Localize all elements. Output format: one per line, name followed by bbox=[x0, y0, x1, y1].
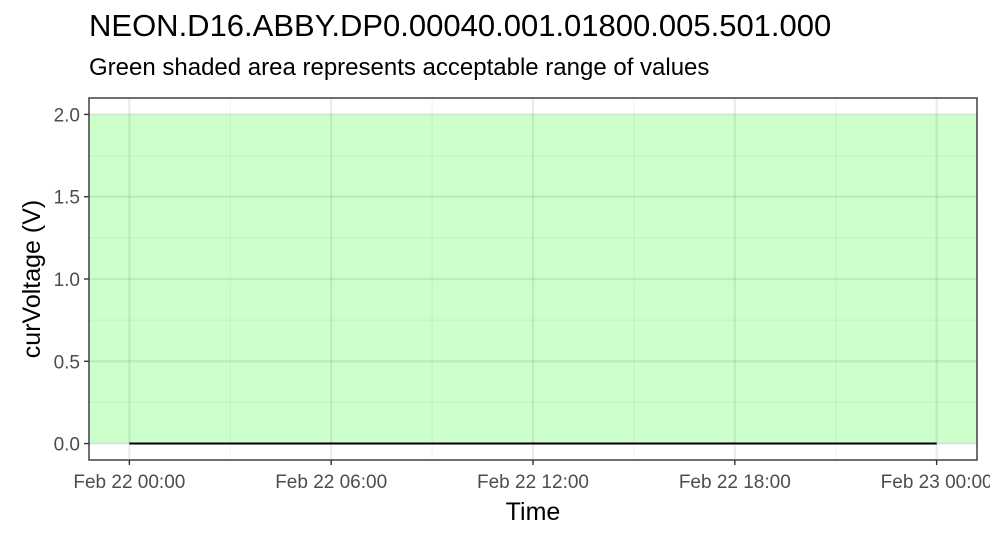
x-axis-title: Time bbox=[506, 498, 561, 526]
y-axis-title: curVoltage (V) bbox=[18, 200, 46, 358]
x-tick-label: Feb 22 18:00 bbox=[679, 472, 791, 493]
y-tick-label: 0.5 bbox=[54, 352, 80, 373]
x-tick-label: Feb 23 00:00 bbox=[881, 472, 990, 493]
chart-title: NEON.D16.ABBY.DP0.00040.001.01800.005.50… bbox=[89, 8, 832, 43]
y-tick-label: 1.5 bbox=[54, 188, 80, 209]
y-tick-label: 2.0 bbox=[54, 105, 80, 126]
x-axis: Feb 22 00:00 Feb 22 06:00 Feb 22 12:00 Feb … bbox=[73, 460, 990, 493]
x-tick-label: Feb 22 00:00 bbox=[73, 472, 185, 493]
acceptable-range-rect bbox=[89, 114, 977, 444]
x-tick-label: Feb 22 12:00 bbox=[477, 472, 589, 493]
chart-subtitle: Green shaded area represents acceptable … bbox=[89, 54, 710, 81]
y-tick-label: 1.0 bbox=[54, 270, 80, 291]
acceptable-range-band bbox=[89, 114, 977, 444]
y-axis: 0.0 0.5 1.0 1.5 2.0 bbox=[54, 105, 89, 456]
y-tick-label: 0.0 bbox=[54, 435, 80, 456]
x-tick-label: Feb 22 06:00 bbox=[275, 472, 387, 493]
